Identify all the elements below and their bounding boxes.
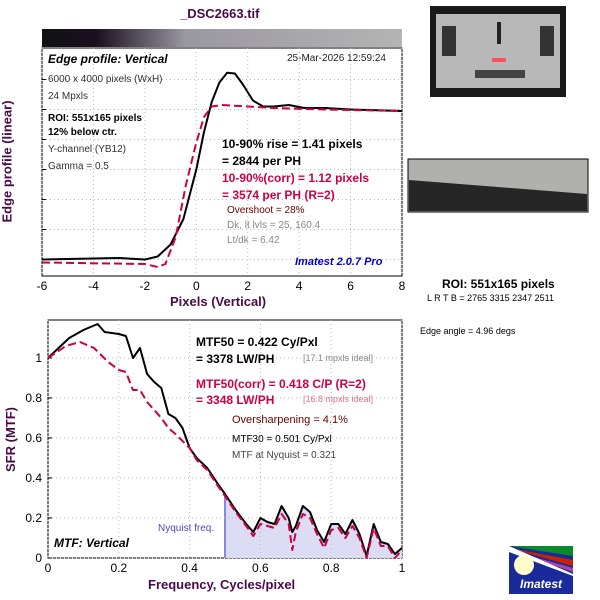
mtf-xtick-label: 0.6 — [252, 561, 269, 575]
edge-ylabel: Edge profile (linear) — [0, 100, 15, 223]
edge-gradient-strip — [42, 29, 402, 47]
nyquist-region — [225, 494, 402, 558]
logo-text: Imatest — [520, 577, 563, 591]
mtf50-lwph: = 3378 LW/PH — [196, 352, 275, 366]
edge-xtick-label: 8 — [399, 279, 406, 293]
timestamp: 25-Mar-2026 12:59:24 — [287, 53, 386, 64]
megapixels: 24 Mpxls — [48, 91, 89, 102]
light-dark-ratio: Lt/dk = 6.42 — [227, 235, 280, 246]
edge-xtick-label: -6 — [37, 279, 48, 293]
mtf-ytick-label: 0.2 — [25, 511, 42, 525]
roi-position: 12% below ctr. — [48, 127, 117, 138]
chart-thumbnail — [430, 6, 566, 97]
mtf-xtick-label: 0.8 — [323, 561, 340, 575]
mtf50-corr: MTF50(corr) = 0.418 C/P (R=2) — [196, 377, 366, 391]
edge-xtick-label: 6 — [347, 279, 354, 293]
edge-xtick-label: 4 — [296, 279, 303, 293]
levels: Dk, lt lvls = 25, 160.4 — [227, 220, 321, 231]
rise-corr: 10-90%(corr) = 1.12 pixels — [222, 171, 370, 185]
mtf-corrected-curve — [47, 341, 403, 559]
mtf-ylabel: SFR (MTF) — [2, 407, 18, 472]
mtf-ytick-label: 0.6 — [25, 431, 42, 445]
nyquist-label: Nyquist freq. — [158, 523, 215, 534]
file-title: _DSC2663.tif — [180, 6, 260, 21]
roi-marker — [492, 58, 506, 62]
mtf50: MTF50 = 0.422 Cy/Pxl — [196, 335, 318, 349]
rise-corr-per-ph: = 3574 per PH (R=2) — [222, 188, 335, 202]
mtf50-corr-ideal: [16.8 mpxls ideal] — [303, 394, 374, 404]
edge-xtick-label: 2 — [244, 279, 251, 293]
mtf-curve — [47, 323, 403, 557]
edge-xtick-label: -4 — [88, 279, 99, 293]
overshoot: Overshoot = 28% — [227, 205, 305, 216]
mtf-xtick-label: 1 — [399, 561, 406, 575]
edge-plot-area — [41, 47, 403, 277]
mtf-ytick-label: 0.4 — [25, 471, 42, 485]
mtf-xtick-label: 0.4 — [181, 561, 198, 575]
roi-bounds: L R T B = 2765 3315 2347 2511 — [427, 293, 555, 303]
edge-xtick-label: -2 — [140, 279, 151, 293]
edge-xlabel: Pixels (Vertical) — [170, 294, 267, 309]
edge-angle: Edge angle = 4.96 degs — [420, 326, 516, 336]
imatest-logo: Imatest — [509, 546, 573, 594]
edge-xtick-label: 0 — [193, 279, 200, 293]
gamma: Gamma = 0.5 — [48, 161, 109, 172]
channel: Y-channel (YB12) — [48, 144, 127, 155]
rise-distance: 10-90% rise = 1.41 pixels — [222, 137, 363, 151]
mtf-xtick-label: 0 — [45, 561, 52, 575]
mtf-ytick-label: 0 — [35, 551, 42, 565]
image-size: 6000 x 4000 pixels (WxH) — [48, 74, 163, 85]
roi-info: ROI: 551x165 pixels — [48, 113, 142, 124]
mtf-ytick-label: 1 — [35, 351, 42, 365]
mtf50-ideal: [17.1 mpxls ideal] — [303, 353, 374, 363]
roi-crop-image — [407, 158, 589, 213]
mtf-ytick-label: 0.8 — [25, 391, 42, 405]
edge-title: Edge profile: Vertical — [48, 52, 168, 66]
oversharpening: Oversharpening = 4.1% — [232, 414, 348, 426]
mtf-at-nyquist: MTF at Nyquist = 0.321 — [232, 450, 337, 461]
mtf50-corr-lwph: = 3348 LW/PH — [196, 393, 275, 407]
mtf-title: MTF: Vertical — [54, 536, 129, 550]
roi-size: ROI: 551x165 pixels — [442, 277, 555, 291]
edge-curve — [41, 71, 403, 261]
version-label: Imatest 2.0.7 Pro — [295, 256, 383, 268]
mtf-xlabel: Frequency, Cycles/pixel — [148, 577, 296, 592]
rise-per-ph: = 2844 per PH — [222, 154, 302, 168]
mtf-xtick-label: 0.2 — [110, 561, 127, 575]
mtf30: MTF30 = 0.501 Cy/Pxl — [232, 434, 332, 445]
